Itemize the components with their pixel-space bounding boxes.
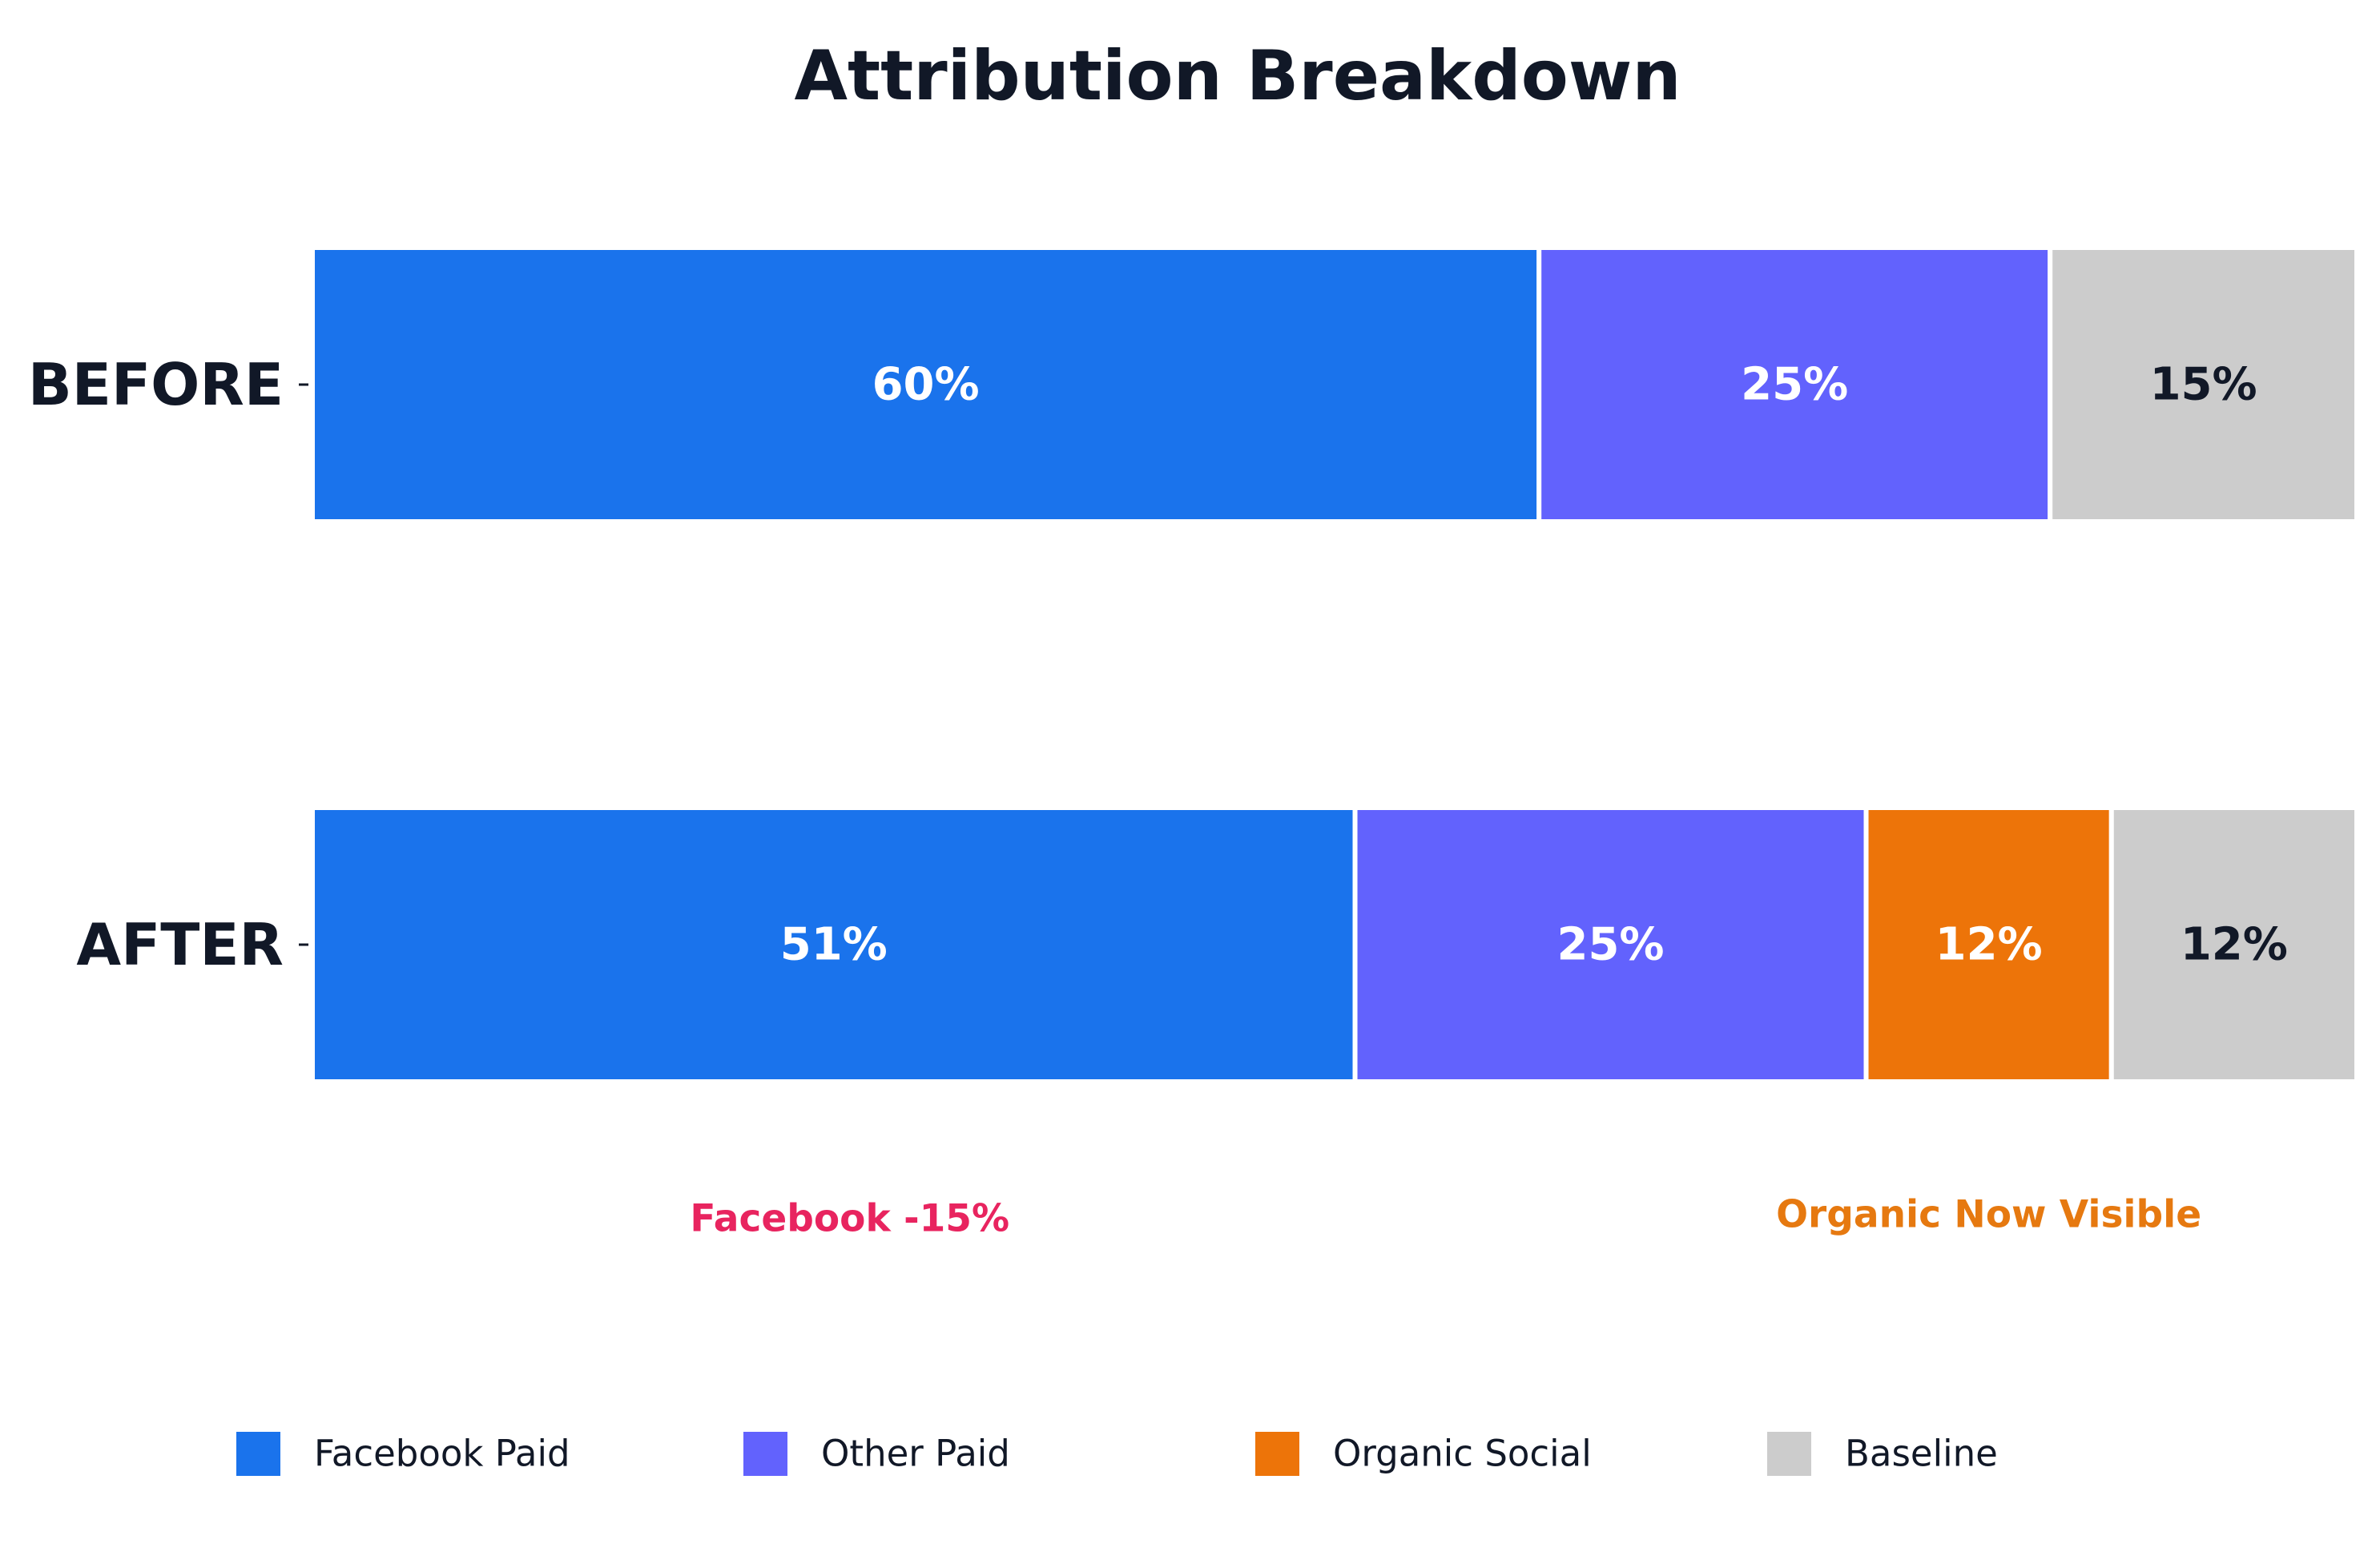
bar-label-before-facebook-paid: 60%	[872, 359, 980, 411]
bar-label-after-baseline: 12%	[2181, 919, 2288, 971]
bar-label-after-organic-social: 12%	[1935, 919, 2043, 971]
bar-before-facebook-paid	[310, 245, 1542, 524]
legend-swatch-facebook-paid	[236, 1432, 280, 1476]
legend-swatch-baseline	[1767, 1432, 1811, 1476]
bar-after-other-paid	[1352, 805, 1869, 1084]
legend-label-other-paid: Other Paid	[821, 1433, 1010, 1475]
legend-label-organic-social: Organic Social	[1333, 1433, 1592, 1475]
category-axis: BEFORE AFTER	[28, 351, 308, 978]
legend-label-baseline: Baseline	[1845, 1433, 1998, 1475]
bar-before-other-paid	[1536, 245, 2053, 524]
bar-after-facebook-paid	[310, 805, 1358, 1084]
annotations-group: Facebook -15% Organic Now Visible	[690, 1193, 2201, 1241]
bars-group: 60% 25% 15% 51% 25% 12% 12%	[310, 245, 2359, 1084]
chart-title: Attribution Breakdown	[794, 36, 1681, 116]
category-label-before: BEFORE	[28, 351, 284, 418]
legend-swatch-other-paid	[743, 1432, 787, 1476]
annotation-facebook-15: Facebook -15%	[690, 1197, 1009, 1241]
legend: Facebook Paid Other Paid Organic Social Bas…	[236, 1432, 1998, 1476]
category-label-after: AFTER	[76, 911, 284, 978]
bar-label-before-baseline: 15%	[2150, 359, 2257, 411]
annotation-organic-now-visible: Organic Now Visible	[1776, 1193, 2201, 1237]
bar-label-after-facebook-paid: 51%	[780, 919, 888, 971]
bar-after-baseline	[2108, 805, 2359, 1084]
bar-label-after-other-paid: 25%	[1556, 919, 1664, 971]
legend-swatch-organic-social	[1255, 1432, 1299, 1476]
bar-before-baseline	[2048, 245, 2359, 524]
bar-after-organic-social	[1863, 805, 2114, 1084]
bar-label-before-other-paid: 25%	[1741, 359, 1848, 411]
legend-label-facebook-paid: Facebook Paid	[314, 1433, 570, 1475]
